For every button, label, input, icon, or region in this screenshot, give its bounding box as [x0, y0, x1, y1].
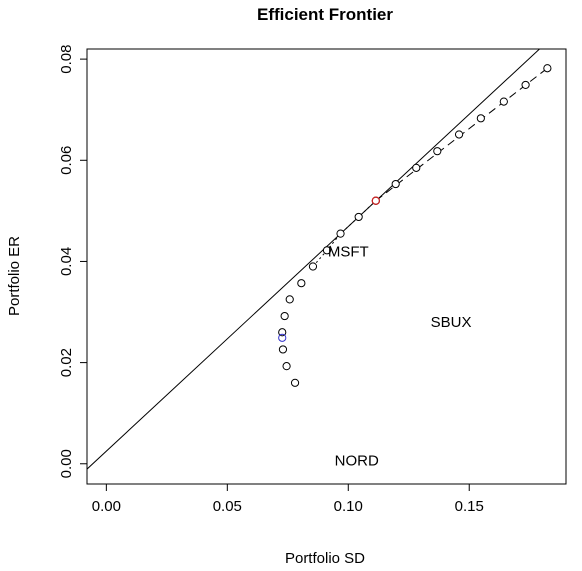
x-tick-label-2: 0.10: [334, 498, 363, 515]
y-tick-label-3: 0.06: [58, 146, 75, 175]
tangency-point: [371, 196, 381, 205]
x-tick-label-1: 0.05: [213, 498, 242, 515]
frontier-point-4: [280, 311, 289, 321]
frontier-point-0: [290, 378, 300, 387]
frontier-point-6: [297, 279, 306, 288]
frontier-point-12: [391, 179, 400, 189]
frontier-point-7: [308, 262, 318, 271]
x-axis-label: Portfolio SD: [285, 550, 365, 567]
frontier-dotted-line: [312, 200, 377, 267]
asset-label-nord: NORD: [335, 453, 379, 470]
frontier-point-5: [285, 295, 294, 304]
frontier-point-14: [433, 147, 442, 156]
frontier-point-16: [476, 114, 485, 123]
y-axis-label: Portfolio ER: [6, 236, 23, 316]
x-tick-label-0: 0.00: [92, 498, 121, 515]
frontier-point-1: [282, 362, 291, 371]
frontier-point-18: [521, 80, 530, 90]
frontier-point-15: [454, 130, 464, 139]
frontier-point-19: [543, 64, 552, 73]
chart-title: Efficient Frontier: [257, 5, 393, 24]
frontier-point-3: [278, 328, 287, 337]
y-tick-label-4: 0.08: [58, 45, 75, 74]
global-min-point: [278, 333, 287, 342]
frontier-point-13: [412, 163, 421, 172]
frontier-point-17: [499, 97, 508, 106]
frontier-point-10: [354, 212, 363, 222]
asset-label-sbux: SBUX: [431, 314, 472, 331]
frontier-point-8: [322, 246, 332, 255]
asset-label-msft: MSFT: [328, 243, 369, 260]
y-tick-label-1: 0.02: [58, 348, 75, 377]
x-tick-label-3: 0.15: [455, 498, 484, 515]
y-tick-label-0: 0.00: [58, 449, 75, 478]
frontier-point-9: [336, 229, 345, 238]
plot-area: 0.00 0.05 0.10 0.15 0.00 0.02 0.04 0.06 0.08 MSFT…: [58, 45, 567, 515]
y-tick-label-2: 0.04: [58, 247, 75, 276]
frontier-point-2: [278, 345, 288, 354]
plot-border: [86, 48, 567, 485]
